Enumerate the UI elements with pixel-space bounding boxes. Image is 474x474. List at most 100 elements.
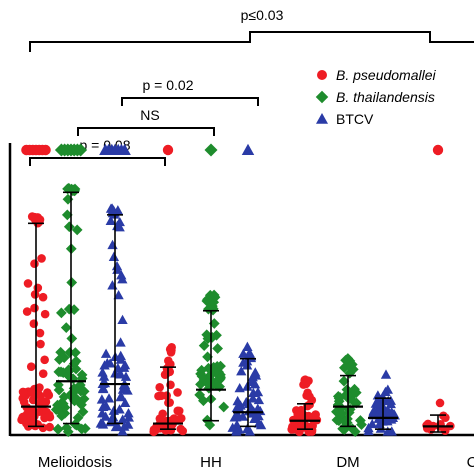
data-point xyxy=(52,399,63,411)
data-point xyxy=(97,367,108,377)
data-point xyxy=(38,401,48,410)
data-point xyxy=(173,415,182,425)
bracket-line xyxy=(29,157,166,166)
data-point xyxy=(249,413,260,423)
data-point xyxy=(252,387,264,397)
data-point xyxy=(435,398,445,408)
data-point xyxy=(40,309,50,319)
data-point xyxy=(38,369,48,378)
data-point xyxy=(382,384,393,394)
data-point xyxy=(356,419,367,431)
data-point xyxy=(340,420,352,431)
data-point xyxy=(108,251,120,261)
data-point xyxy=(382,416,393,426)
data-point xyxy=(26,362,36,371)
x-tick-label: C xyxy=(467,454,474,471)
data-point xyxy=(96,394,108,404)
data-point xyxy=(30,290,40,299)
data-point xyxy=(339,362,350,374)
data-point xyxy=(40,144,51,156)
data-point xyxy=(165,344,175,354)
legend: B. pseudomallei B. thailandensis BTCV xyxy=(315,67,437,127)
data-point xyxy=(120,371,132,381)
data-point xyxy=(249,379,261,389)
data-point xyxy=(232,395,243,406)
data-point xyxy=(110,421,122,432)
bracket-label: NS xyxy=(140,107,159,123)
data-point xyxy=(155,383,164,392)
data-point xyxy=(37,254,46,263)
summary-bars xyxy=(21,191,453,433)
data-point xyxy=(23,279,33,288)
data-point xyxy=(149,427,159,437)
data-point xyxy=(61,209,73,221)
data-point xyxy=(117,274,128,284)
data-point xyxy=(30,303,39,313)
data-point xyxy=(242,341,253,351)
data-point xyxy=(97,408,108,418)
data-point xyxy=(114,222,125,232)
data-point xyxy=(52,424,64,435)
data-point xyxy=(305,392,314,401)
data-point xyxy=(63,221,75,233)
data-point xyxy=(372,398,384,408)
data-point xyxy=(350,387,362,399)
data-point xyxy=(234,403,245,413)
data-point xyxy=(247,393,259,403)
data-point xyxy=(60,322,72,334)
data-point xyxy=(54,354,65,365)
data-point xyxy=(72,412,84,424)
data-point xyxy=(36,339,45,349)
data-point xyxy=(238,357,249,367)
data-point xyxy=(250,370,262,380)
data-point xyxy=(27,415,37,425)
data-point xyxy=(157,391,166,401)
legend-label: B. pseudomallei xyxy=(336,67,437,83)
bracket-line xyxy=(77,127,215,136)
data-point xyxy=(374,418,385,429)
x-tick-label: DM xyxy=(336,454,359,471)
bracket-label: p≤0.03 xyxy=(241,7,284,23)
data-point xyxy=(27,387,36,397)
data-point xyxy=(432,144,444,156)
data-point xyxy=(287,425,297,434)
data-point xyxy=(66,333,78,344)
data-point xyxy=(29,319,39,329)
data-point xyxy=(218,401,230,413)
data-point xyxy=(25,409,34,418)
data-point xyxy=(43,388,52,397)
data-point xyxy=(78,386,90,397)
legend-marker xyxy=(317,70,327,80)
axes xyxy=(8,143,474,437)
data-point xyxy=(35,383,44,392)
data-points xyxy=(17,143,455,438)
data-point xyxy=(118,362,130,372)
data-point xyxy=(338,375,350,387)
data-point xyxy=(198,395,209,407)
data-point xyxy=(55,366,67,378)
data-point xyxy=(120,397,131,407)
data-point xyxy=(74,143,88,157)
data-point xyxy=(210,379,222,391)
data-point xyxy=(18,387,28,397)
data-point xyxy=(22,307,32,316)
data-point xyxy=(18,393,28,403)
data-point xyxy=(233,410,244,420)
data-point xyxy=(117,414,128,424)
data-point xyxy=(176,424,186,434)
legend-label: B. thailandensis xyxy=(336,89,435,105)
data-point xyxy=(103,393,115,403)
data-point xyxy=(306,413,316,422)
legend-marker xyxy=(315,90,329,104)
data-point xyxy=(299,380,308,389)
data-point xyxy=(173,388,182,397)
data-point xyxy=(202,294,213,305)
data-point xyxy=(114,404,125,414)
data-point xyxy=(35,328,45,338)
data-point xyxy=(71,224,83,236)
data-point xyxy=(244,426,256,436)
data-point xyxy=(210,366,221,378)
legend-marker xyxy=(316,113,328,124)
data-point xyxy=(164,361,174,371)
data-point xyxy=(117,426,128,436)
